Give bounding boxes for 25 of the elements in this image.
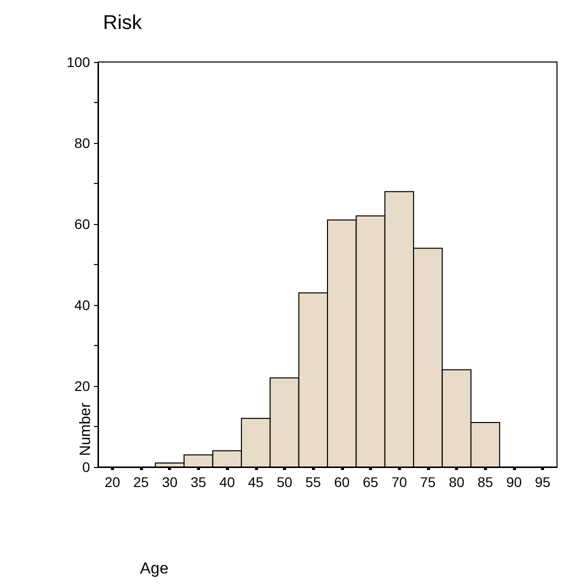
x-tick-label: 55 (305, 474, 322, 490)
x-tick-label: 35 (190, 474, 206, 490)
y-tick-label: 0 (82, 459, 90, 475)
y-tick-label: 20 (74, 378, 90, 394)
x-axis-title: Age (140, 560, 169, 578)
x-tick-label: 90 (506, 474, 522, 490)
x-tick-label: 75 (420, 474, 436, 490)
x-tick-label: 25 (133, 474, 150, 490)
x-tick-label: 85 (477, 474, 494, 490)
x-tick-label: 65 (362, 474, 379, 490)
x-tick-label: 45 (248, 474, 264, 490)
x-tick-label: 80 (448, 474, 465, 490)
x-tick-label: 30 (162, 474, 178, 490)
y-tick-label: 40 (74, 297, 90, 313)
x-tick-label: 50 (276, 474, 292, 490)
y-axis-title: Number (77, 402, 94, 456)
x-tick-label: 60 (334, 474, 350, 490)
y-tick-label: 100 (66, 54, 90, 70)
x-tick-label: 40 (219, 474, 236, 490)
x-tick-label: 95 (534, 474, 551, 490)
y-tick-label: 80 (74, 135, 90, 151)
y-tick-label: 60 (74, 216, 90, 232)
x-tick-label: 70 (391, 474, 408, 490)
chart-title: Risk (103, 12, 143, 34)
x-tick-label: 20 (104, 474, 120, 490)
